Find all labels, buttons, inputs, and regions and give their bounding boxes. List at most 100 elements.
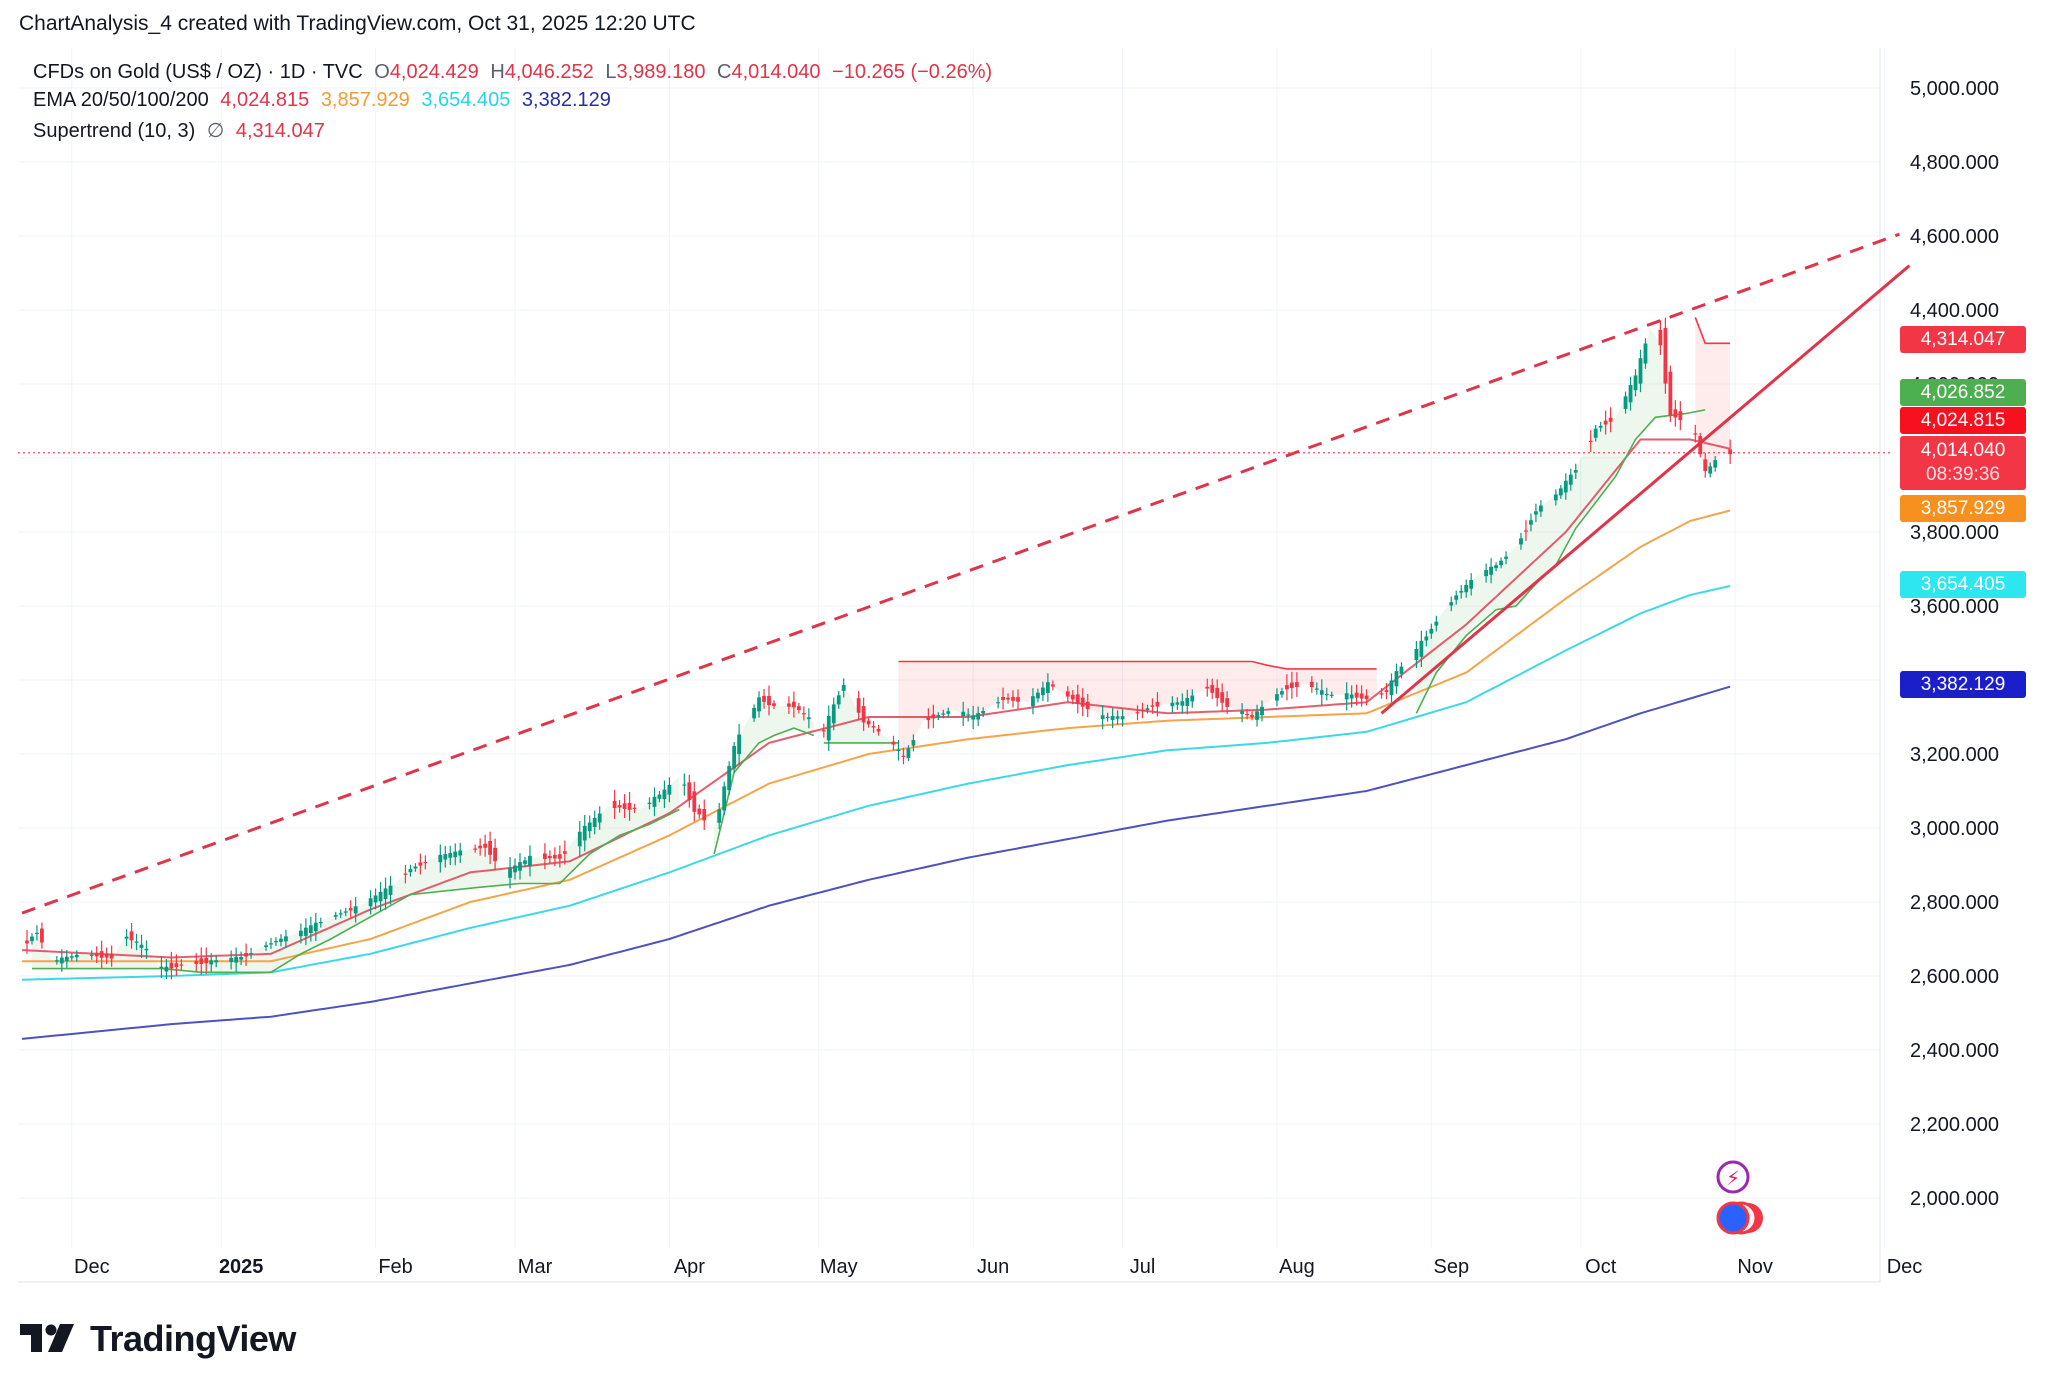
candle-body	[229, 957, 234, 963]
candle-body	[996, 702, 1000, 704]
legend-supertrend-label[interactable]: Supertrend (10, 3)	[33, 120, 196, 142]
candle-body	[1050, 684, 1055, 687]
candle-body	[139, 944, 144, 948]
candle-body	[906, 748, 911, 758]
candle-body	[124, 936, 129, 939]
channel-trendline	[21, 232, 1900, 915]
badge-ema200: 3,382.129	[1900, 671, 2026, 698]
candle-body	[722, 786, 727, 811]
candle-body	[1394, 671, 1399, 687]
candle-body	[1449, 602, 1454, 606]
x-tick-label: May	[820, 1256, 858, 1278]
candle-body	[1663, 327, 1668, 384]
y-tick-label: 2,200.000	[1910, 1114, 1999, 1136]
candle-body	[1728, 449, 1733, 455]
legend-symbol-row: CFDs on Gold (US$ / OZ) · 1D · TVC O4,02…	[33, 61, 998, 84]
candle-body	[1489, 566, 1493, 575]
candle-body	[1534, 511, 1538, 515]
candle-body	[89, 954, 94, 956]
candle-body	[1145, 708, 1150, 710]
candle-body	[104, 954, 109, 958]
candle-body	[54, 960, 59, 962]
candle-body	[1628, 384, 1633, 403]
candle-body	[408, 869, 413, 873]
candle-body	[1588, 440, 1593, 443]
candle-body	[966, 714, 971, 716]
candle-body	[896, 749, 901, 752]
candle-body	[279, 938, 283, 942]
candle-body	[687, 782, 692, 801]
candle-body	[1190, 695, 1195, 702]
candle-body	[473, 848, 478, 850]
candle-body	[388, 885, 393, 895]
candle-body	[244, 953, 248, 957]
legend-low-label: L	[605, 61, 617, 83]
hidden-icon[interactable]: ∅	[206, 120, 225, 142]
y-tick-label: 3,600.000	[1910, 596, 1999, 618]
candle-body	[1668, 371, 1673, 416]
candle-body	[1250, 715, 1254, 717]
candle-body	[762, 695, 766, 702]
candle-body	[313, 922, 318, 932]
y-tick-label: 2,000.000	[1910, 1188, 1999, 1210]
candle-body	[284, 936, 288, 942]
candle-body	[1205, 686, 1210, 689]
candle-body	[552, 854, 557, 859]
candle-body	[876, 728, 881, 732]
candle-body	[831, 704, 836, 724]
legend-ema-label[interactable]: EMA 20/50/100/200	[33, 89, 209, 111]
candle-body	[1016, 697, 1020, 702]
candle-body	[1354, 692, 1359, 698]
candle-body	[767, 695, 771, 706]
legend-symbol[interactable]: CFDs on Gold (US$ / OZ) · 1D · TVC	[33, 61, 363, 83]
badge-last-price: 4,014.040 08:39:36	[1900, 436, 2026, 490]
x-tick-label: Apr	[674, 1256, 705, 1278]
candle-body	[249, 953, 253, 955]
candle-body	[752, 707, 756, 719]
badge-supertrend: 4,314.047	[1900, 326, 2026, 353]
candle-body	[513, 865, 517, 873]
legend-supertrend-value: 4,314.047	[235, 120, 325, 142]
candle-body	[662, 789, 667, 800]
candle-body	[523, 860, 527, 864]
candle-body	[25, 940, 29, 944]
candle-body	[1065, 691, 1070, 697]
candle-body	[418, 862, 423, 866]
candle-body	[318, 922, 323, 924]
candle-body	[612, 800, 617, 809]
candle-body	[836, 695, 841, 705]
candle-body	[697, 808, 702, 815]
candle-body	[1225, 698, 1230, 707]
legend-ema100: 3,654.405	[421, 89, 511, 111]
supertrend-down-fill	[1695, 317, 1731, 473]
tradingview-logo[interactable]: TradingView	[20, 1318, 296, 1360]
candle-body	[577, 831, 582, 847]
candle-body	[1255, 711, 1259, 720]
y-tick-label: 3,200.000	[1910, 744, 1999, 766]
candle-body	[159, 966, 164, 969]
candle-body	[1006, 697, 1010, 700]
candle-body	[1698, 436, 1703, 455]
supertrend-up-fill	[823, 683, 899, 743]
candle-body	[632, 807, 637, 810]
x-tick-label: Nov	[1737, 1256, 1773, 1278]
candle-body	[806, 717, 811, 720]
legend-ema200: 3,382.129	[521, 89, 611, 111]
candle-body	[1464, 584, 1469, 593]
candle-body	[866, 720, 871, 725]
legend-ema50: 3,857.929	[320, 89, 410, 111]
candle-body	[981, 711, 986, 714]
candle-body	[1424, 636, 1429, 641]
candle-body	[1120, 716, 1125, 720]
candle-body	[1070, 694, 1075, 700]
candle-body	[821, 730, 826, 732]
candle-body	[727, 766, 732, 791]
candle-body	[1598, 425, 1603, 428]
candle-body	[1041, 687, 1045, 696]
candle-body	[826, 715, 831, 741]
candle-body	[348, 908, 353, 911]
candle-body	[971, 715, 976, 720]
candle-body	[1210, 684, 1215, 693]
candle-body	[772, 703, 776, 706]
